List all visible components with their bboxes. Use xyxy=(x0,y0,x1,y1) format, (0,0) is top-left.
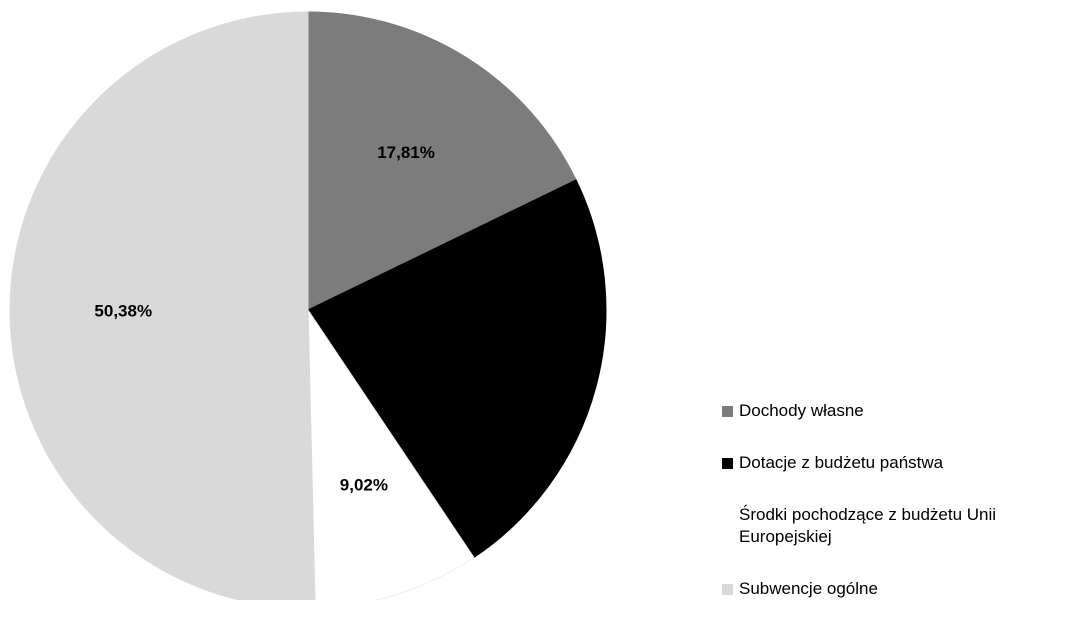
chart: 17,81% 9,02% 50,38% xyxy=(9,11,607,600)
pie-slice xyxy=(307,11,577,311)
data-label: 50,38% xyxy=(94,302,152,321)
pie-slice xyxy=(307,308,475,600)
legend-label: Środki pochodzące z budżetu Unii Europej… xyxy=(739,505,997,546)
legend-swatch xyxy=(722,406,733,417)
pie-slice xyxy=(9,11,316,600)
legend-item: Dotacje z budżetu państwa xyxy=(722,452,1082,474)
legend-item: Subwencje ogólne xyxy=(722,578,1082,600)
legend-swatch xyxy=(722,510,733,521)
legend-swatch xyxy=(722,458,733,469)
legend-label: Dochody własne xyxy=(739,401,864,420)
legend: Dochody własne Dotacje z budżetu państwa Ś… xyxy=(722,400,1082,630)
legend-swatch xyxy=(722,584,733,595)
pie-slice xyxy=(307,179,607,559)
legend-item: Środki pochodzące z budżetu Unii Europej… xyxy=(722,504,1082,548)
legend-label: Subwencje ogólne xyxy=(739,579,878,598)
data-label: 17,81% xyxy=(377,143,435,162)
data-label: 9,02% xyxy=(340,476,388,495)
legend-item: Dochody własne xyxy=(722,400,1082,422)
page: {"chart_data": {"type": "pie", "categori… xyxy=(9,11,997,600)
legend-label: Dotacje z budżetu państwa xyxy=(739,453,944,472)
